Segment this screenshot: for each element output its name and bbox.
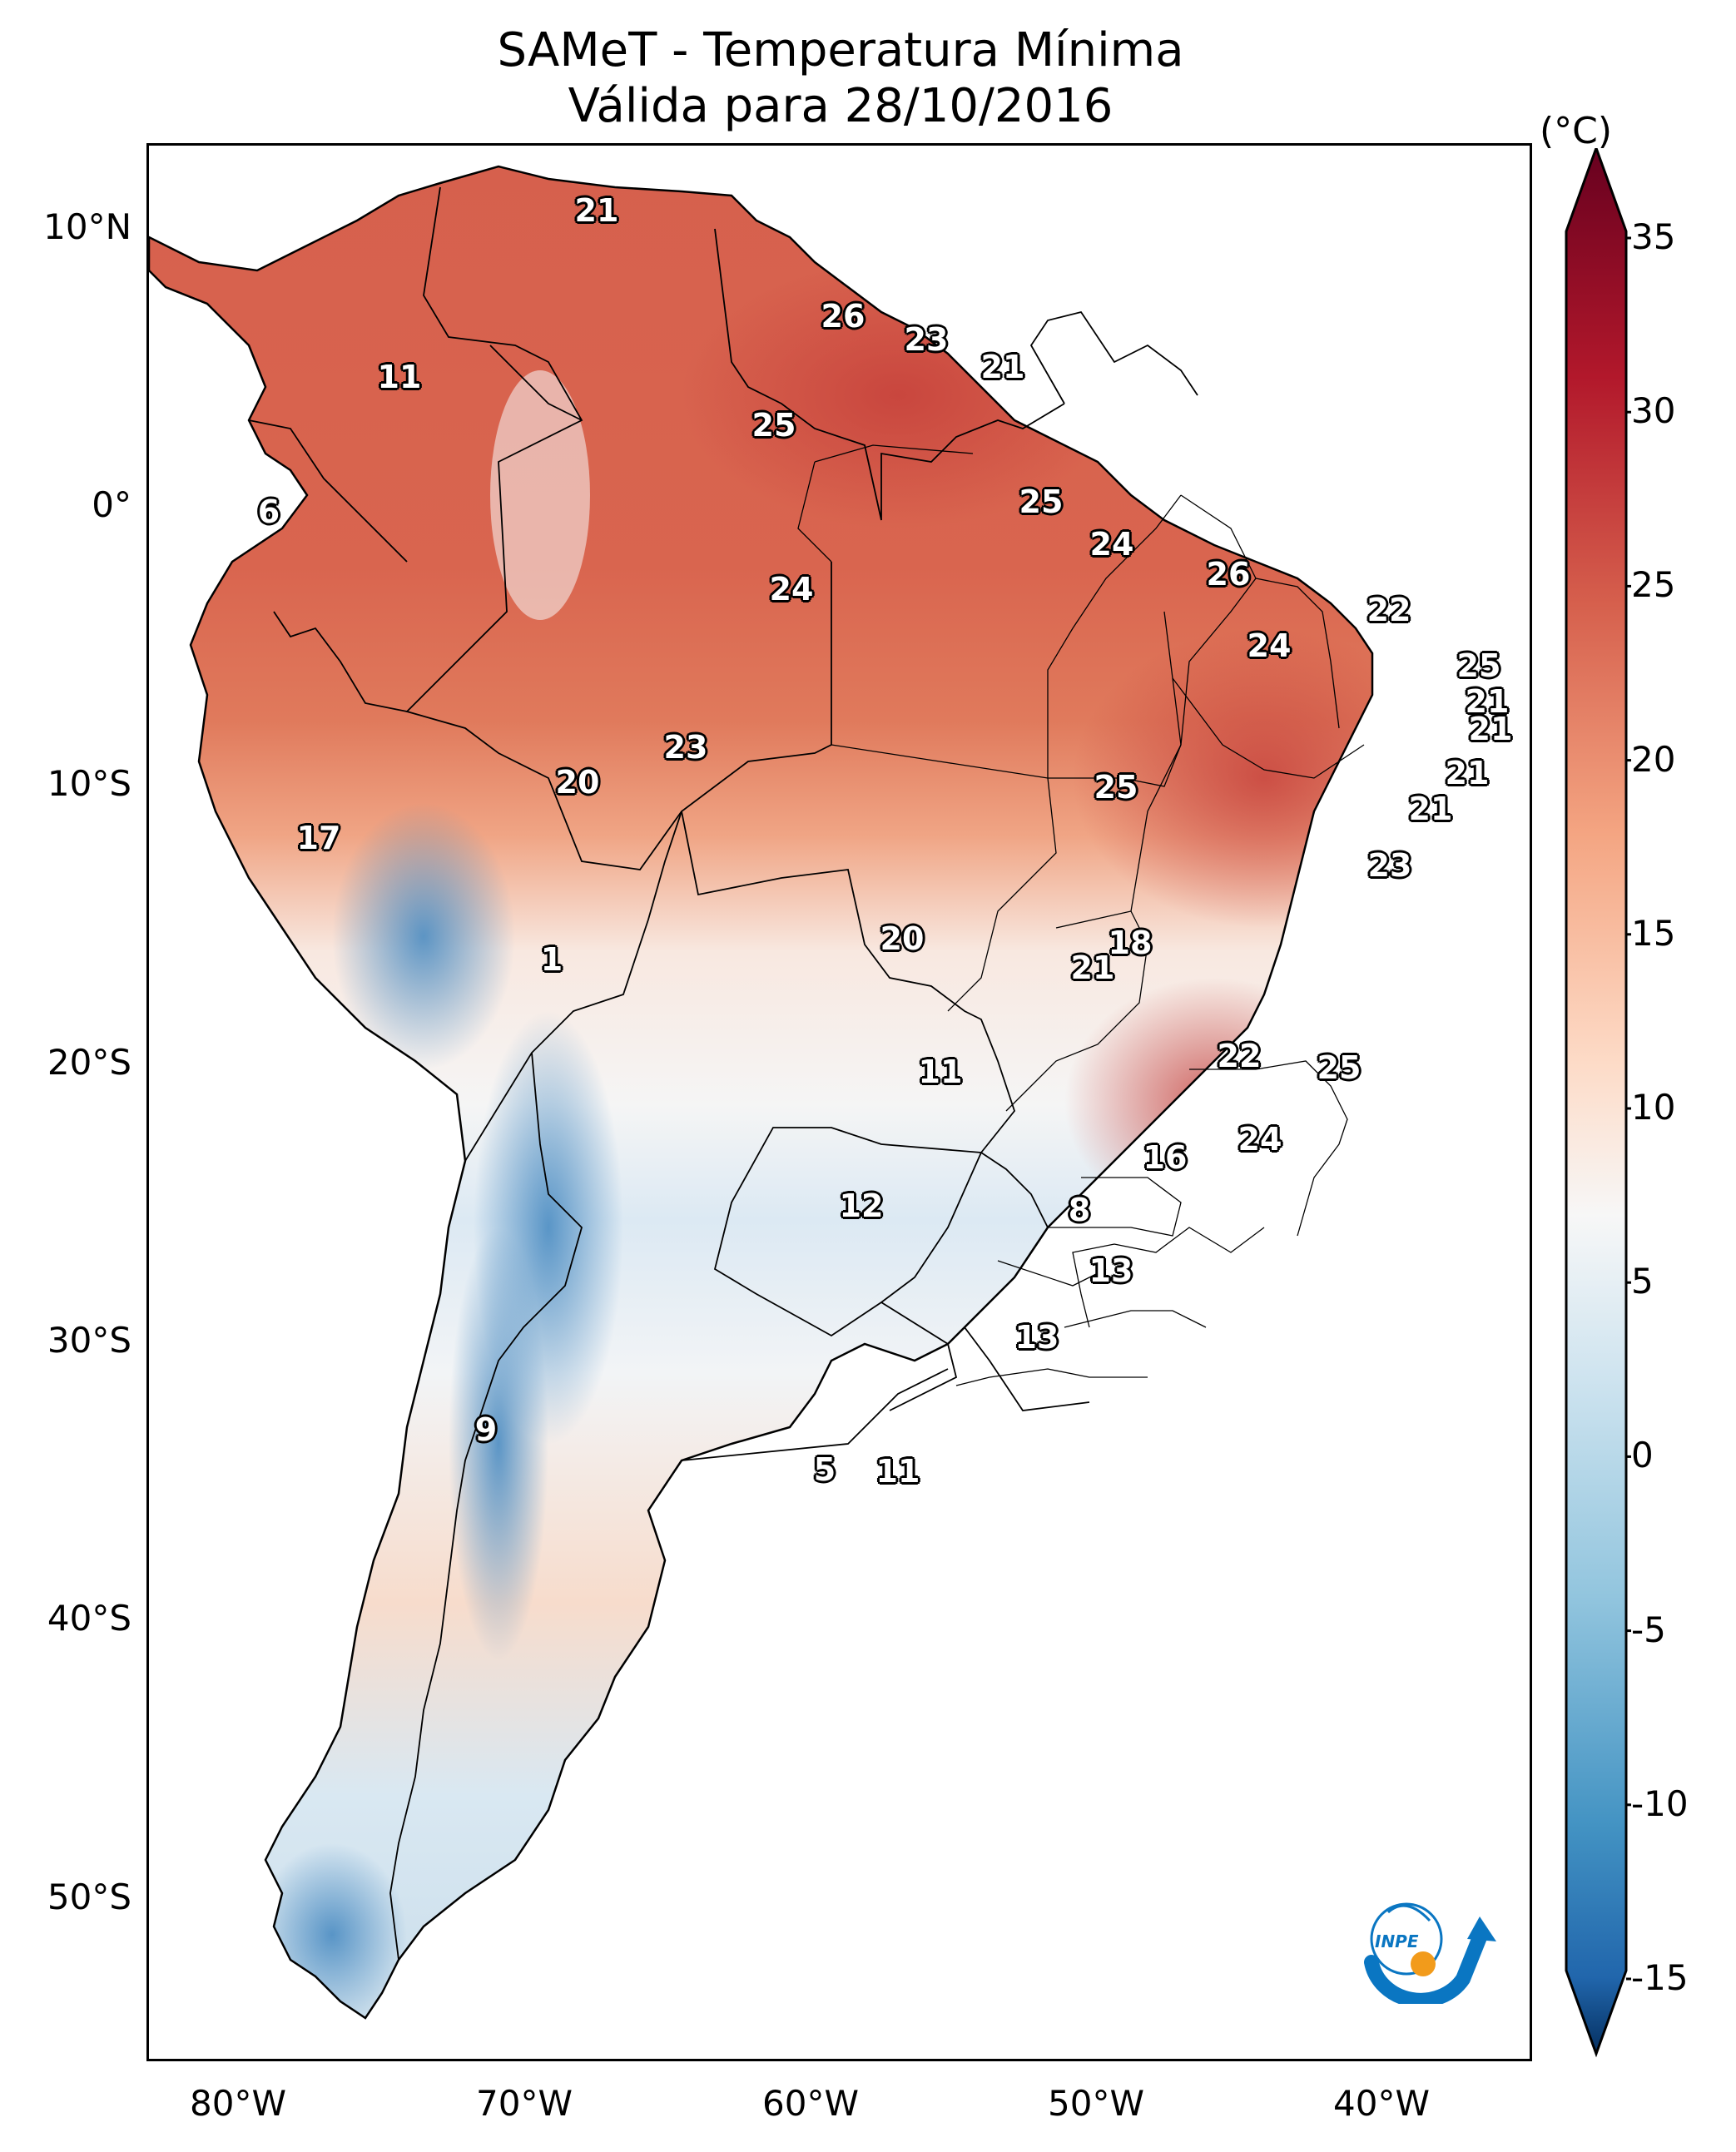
- colorbar-tick-label: 35: [1631, 216, 1676, 257]
- temp-label: 26: [821, 298, 866, 335]
- lat-tick-30s: 30°S: [47, 1320, 131, 1361]
- temp-label: 8: [1068, 1192, 1091, 1228]
- colorbar-tick-label: -15: [1631, 1957, 1689, 1998]
- temp-label: 12: [839, 1188, 884, 1224]
- svg-text:INPE: INPE: [1375, 1931, 1419, 1951]
- temp-label: 23: [663, 729, 708, 766]
- lon-tick-80w: 80°W: [190, 2083, 286, 2124]
- colorbar-unit: (°C): [1540, 110, 1613, 152]
- lon-tick-60w: 60°W: [762, 2083, 859, 2124]
- temp-label: 24: [769, 571, 814, 607]
- temp-label: 11: [918, 1054, 963, 1090]
- temp-label: 25: [1317, 1049, 1362, 1086]
- temp-label: 17: [296, 820, 341, 856]
- lat-tick-50s: 50°S: [47, 1877, 131, 1917]
- temp-label: 6: [257, 493, 280, 530]
- lon-tick-50w: 50°W: [1048, 2083, 1144, 2124]
- colorbar-tick-label: 20: [1631, 738, 1676, 780]
- temp-label: 25: [1019, 483, 1064, 520]
- temp-label: 11: [377, 359, 422, 395]
- lon-tick-40w: 40°W: [1333, 2083, 1430, 2124]
- temp-label: 13: [1014, 1319, 1059, 1356]
- lat-tick-10n: 10°N: [43, 206, 131, 247]
- colorbar-tick-label: 5: [1631, 1261, 1654, 1302]
- colorbar-tick-label: 25: [1631, 564, 1676, 606]
- temp-label: 21: [1468, 711, 1513, 747]
- temp-label: 21: [1070, 950, 1115, 986]
- temp-label: 21: [1445, 755, 1490, 791]
- temp-label: 16: [1143, 1139, 1188, 1176]
- temp-label: 24: [1247, 627, 1292, 664]
- temp-label: 5: [813, 1451, 836, 1488]
- temp-label: 21: [574, 192, 619, 229]
- temp-label: 21: [1408, 791, 1453, 827]
- lat-tick-40s: 40°S: [47, 1598, 131, 1639]
- colorbar-tick-label: 0: [1631, 1435, 1654, 1476]
- temp-label: 22: [1366, 592, 1411, 628]
- temp-label: 21: [1465, 683, 1510, 720]
- colorbar-tick-label: -5: [1631, 1609, 1666, 1650]
- temp-label: 23: [1367, 847, 1412, 884]
- lon-tick-70w: 70°W: [476, 2083, 573, 2124]
- colorbar-tick-label: 30: [1631, 390, 1676, 432]
- temp-label: 11: [875, 1453, 920, 1490]
- inpe-logo: INPE: [1355, 1887, 1496, 2008]
- temp-label: 1: [540, 941, 563, 978]
- temp-label: 26: [1206, 556, 1251, 593]
- temp-label: 21: [980, 349, 1025, 385]
- map-subtitle: Válida para 28/10/2016: [568, 79, 1114, 133]
- temp-label: 20: [555, 764, 600, 801]
- colorbar-tick-label: 10: [1631, 1087, 1676, 1128]
- temp-label: 22: [1217, 1038, 1262, 1074]
- temp-label: 20: [880, 920, 925, 957]
- temp-label: 24: [1238, 1121, 1282, 1158]
- temp-label: 24: [1089, 526, 1134, 563]
- country-borders: [248, 186, 1198, 1961]
- temp-label: 23: [904, 321, 949, 358]
- state-borders: [797, 444, 1365, 1386]
- temp-label: 9: [474, 1411, 498, 1448]
- colorbar-tick-label: 15: [1631, 912, 1676, 954]
- lat-tick-0: 0°: [92, 484, 131, 525]
- colorbar: [1565, 148, 1631, 2058]
- lat-tick-20s: 20°S: [47, 1042, 131, 1083]
- temp-label: 25: [1456, 647, 1501, 684]
- temperature-map: [149, 165, 1374, 2020]
- colorbar-tick-label: -10: [1631, 1783, 1689, 1824]
- map-title: SAMeT - Temperatura Mínima: [497, 23, 1184, 77]
- temp-label: 13: [1089, 1252, 1133, 1289]
- temp-label: 25: [751, 407, 796, 444]
- lat-tick-10s: 10°S: [47, 763, 131, 804]
- map-frame: [146, 143, 1532, 2061]
- temperature-field: [149, 166, 1372, 2018]
- temp-label: 18: [1108, 925, 1153, 961]
- temp-label: 25: [1094, 769, 1138, 806]
